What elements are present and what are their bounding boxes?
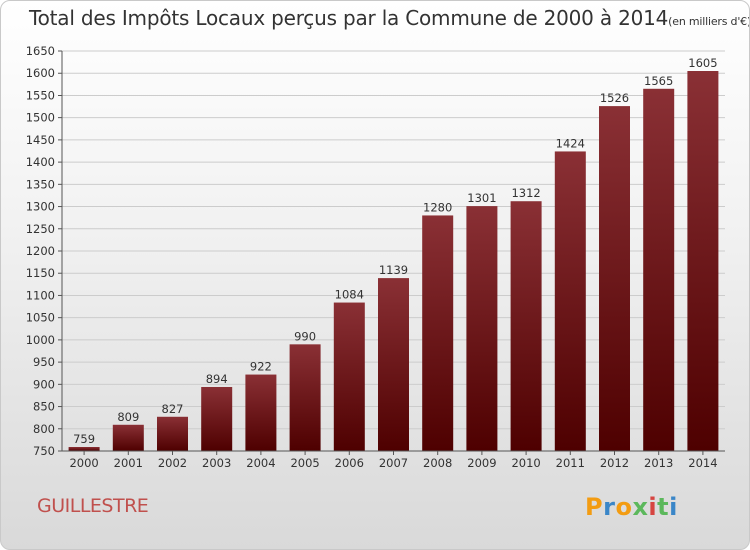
x-tick-label: 2009 [467,456,496,470]
logo-letter: o [615,493,633,521]
y-tick-label: 1200 [26,244,55,258]
y-tick-label: 1100 [26,288,55,302]
y-tick-label: 1600 [26,66,55,80]
x-tick-label: 2001 [114,456,143,470]
commune-name: GUILLESTRE [37,495,149,517]
y-tick-label: 1550 [26,88,55,102]
data-label: 1526 [600,91,629,105]
logo-letter: i [669,493,678,521]
x-tick-label: 2012 [600,456,629,470]
logo-letter: x [632,493,649,521]
data-label: 1605 [688,56,717,70]
y-tick-label: 1150 [26,266,55,280]
y-axis-ticks: 750 800 850 900 950 1000 1050 1100 1150 1200 1250 1… [26,44,62,458]
logo-letter: i [648,493,658,521]
x-axis-ticks: 2000 2001 2002 2003 2004 2005 2006 2007 2008 2009… [69,451,718,470]
data-label: 1084 [335,288,364,302]
y-tick-label: 800 [33,422,55,436]
data-label: 1565 [644,74,673,88]
x-tick-label: 2006 [335,456,364,470]
chart-title-unit: (en milliers d'€) [668,15,750,28]
y-tick-label: 1350 [26,177,55,191]
y-tick-label: 1450 [26,133,55,147]
y-tick-label: 1300 [26,200,55,214]
data-label: 1312 [511,186,540,200]
y-tick-label: 950 [33,355,55,369]
x-tick-label: 2013 [644,456,673,470]
y-tick-label: 850 [33,400,55,414]
data-label: 1139 [379,263,408,277]
bars [68,71,719,452]
bar-2010 [510,201,542,451]
data-label: 1424 [556,136,585,150]
x-tick-label: 2003 [202,456,231,470]
x-tick-label: 2004 [246,456,275,470]
x-tick-label: 2007 [379,456,408,470]
data-label: 1301 [467,191,496,205]
x-tick-label: 2005 [290,456,319,470]
data-label: 922 [250,360,272,374]
y-tick-label: 1050 [26,311,55,325]
bar-2003 [201,387,233,451]
chart-title-text: Total des Impôts Locaux perçus par la Co… [29,6,669,30]
logo-letter: t [657,493,670,521]
data-label: 809 [117,410,139,424]
data-label: 1280 [423,200,452,214]
bar-2005 [289,344,321,451]
bar-2006 [333,302,365,451]
data-label: 827 [162,402,184,416]
x-tick-label: 2000 [69,456,98,470]
bar-2007 [378,278,409,451]
x-tick-label: 2002 [158,456,187,470]
bar-2011 [554,151,586,451]
bar-2004 [245,374,277,451]
data-label: 759 [73,432,95,446]
bar-2012 [599,106,630,451]
x-tick-label: 2014 [688,456,717,470]
y-tick-label: 1400 [26,155,55,169]
bar-2000 [68,447,100,451]
x-tick-label: 2010 [511,456,540,470]
proxiti-logo: Proxiti [585,493,678,521]
x-tick-label: 2008 [423,456,452,470]
y-tick-label: 900 [33,377,55,391]
bar-2002 [157,416,188,451]
bar-2013 [643,88,675,452]
bar-2001 [112,424,144,451]
y-tick-label: 1000 [26,333,55,347]
data-labels: 759 809 827 894 922 990 1084 1139 1280 1301 1312 14… [73,56,717,446]
x-tick-label: 2011 [556,456,585,470]
data-label: 894 [206,372,228,386]
logo-letter: r [603,493,616,521]
data-label: 990 [294,329,316,343]
y-tick-label: 1650 [26,44,55,58]
chart-title: Total des Impôts Locaux perçus par la Co… [29,6,750,30]
bar-2014 [687,71,719,451]
bar-2009 [466,206,498,451]
y-tick-label: 1500 [26,111,55,125]
y-tick-label: 750 [33,444,55,458]
logo-letter: P [585,493,604,521]
y-tick-label: 1250 [26,222,55,236]
bar-2008 [422,215,454,451]
